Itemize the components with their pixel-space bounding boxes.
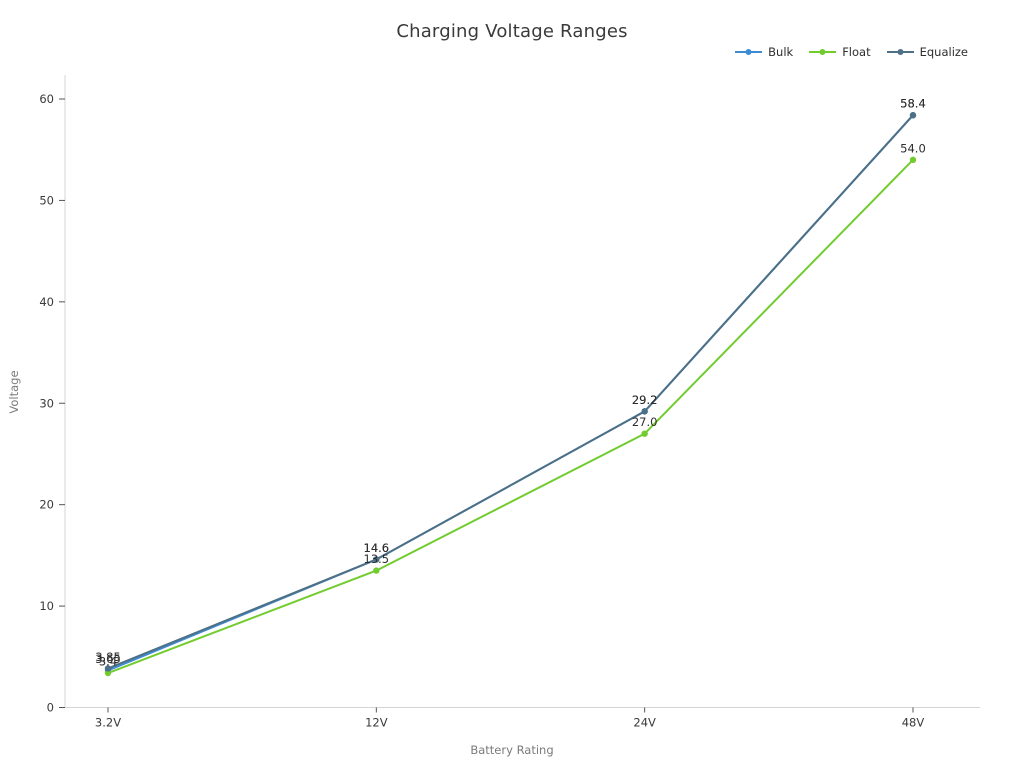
legend-item-equalize: Equalize (886, 45, 968, 59)
legend-label: Bulk (768, 45, 794, 59)
y-tick-label: 20 (39, 498, 54, 512)
point-label-float: 54.0 (900, 141, 926, 155)
legend-swatch-icon (809, 49, 837, 55)
marker-float (909, 156, 917, 164)
marker-float (373, 567, 380, 574)
chart-title: Charging Voltage Ranges (396, 21, 628, 42)
point-label-equalize: 58.4 (900, 97, 926, 111)
y-tick-label: 60 (39, 92, 54, 106)
point-label-bulk: 14.6 (364, 541, 390, 555)
x-tick-label: 12V (365, 716, 388, 730)
series-line-float (107, 158, 914, 675)
legend-swatch-icon (735, 49, 763, 55)
marker-float (641, 430, 648, 437)
legend-label: Float (842, 45, 871, 59)
x-axis-title: Battery Rating (470, 743, 554, 757)
point-label-float: 3.4 (99, 655, 117, 669)
point-label-bulk: 58.4 (900, 97, 926, 111)
legend-label: Equalize (919, 45, 968, 59)
y-tick-label: 40 (39, 295, 54, 309)
legend: Bulk Float Equalize (735, 45, 968, 59)
x-tick-label: 3.2V (95, 716, 121, 730)
point-label-bulk: 29.2 (632, 393, 658, 407)
point-label-equalize: 14.6 (364, 541, 390, 555)
point-label-float: 13.5 (364, 552, 390, 566)
marker-float (104, 669, 112, 677)
point-label-equalize: 29.2 (632, 393, 658, 407)
point-label-equalize: 3.85 (95, 650, 121, 664)
y-tick-label: 30 (39, 396, 54, 410)
y-tick-label: 0 (47, 701, 54, 715)
y-tick-label: 10 (39, 599, 54, 613)
marker-equalize (909, 112, 917, 119)
x-tick-label: 24V (633, 716, 656, 730)
point-label-bulk: 3.65 (95, 652, 121, 666)
y-axis-title: Voltage (7, 370, 21, 414)
legend-item-bulk: Bulk (735, 45, 793, 59)
y-tick-label: 50 (39, 193, 54, 207)
legend-swatch-icon (886, 49, 914, 55)
marker-equalize (104, 665, 112, 672)
series-line-bulk (107, 114, 914, 672)
point-label-float: 27.0 (632, 415, 658, 429)
legend-item-float: Float (809, 45, 871, 59)
series-line-equalize (107, 114, 914, 670)
x-tick-label: 48V (902, 716, 925, 730)
marker-equalize (373, 556, 380, 563)
marker-equalize (641, 408, 648, 415)
